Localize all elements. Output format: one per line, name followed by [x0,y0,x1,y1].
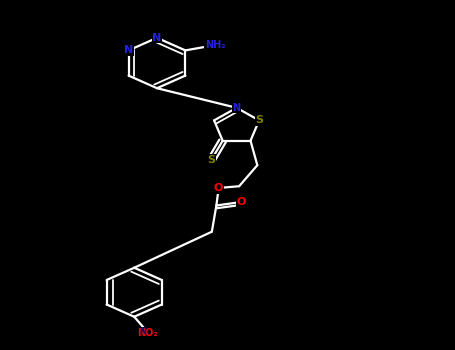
Text: O: O [214,183,223,193]
Text: N: N [152,33,162,43]
Text: NO₂: NO₂ [137,328,158,337]
Text: N: N [139,327,146,336]
Text: NH₂: NH₂ [205,40,225,50]
Text: S: S [255,116,263,125]
Text: N: N [124,46,133,55]
Text: O: O [237,197,246,207]
Text: N: N [233,103,241,113]
Text: S: S [207,155,215,165]
